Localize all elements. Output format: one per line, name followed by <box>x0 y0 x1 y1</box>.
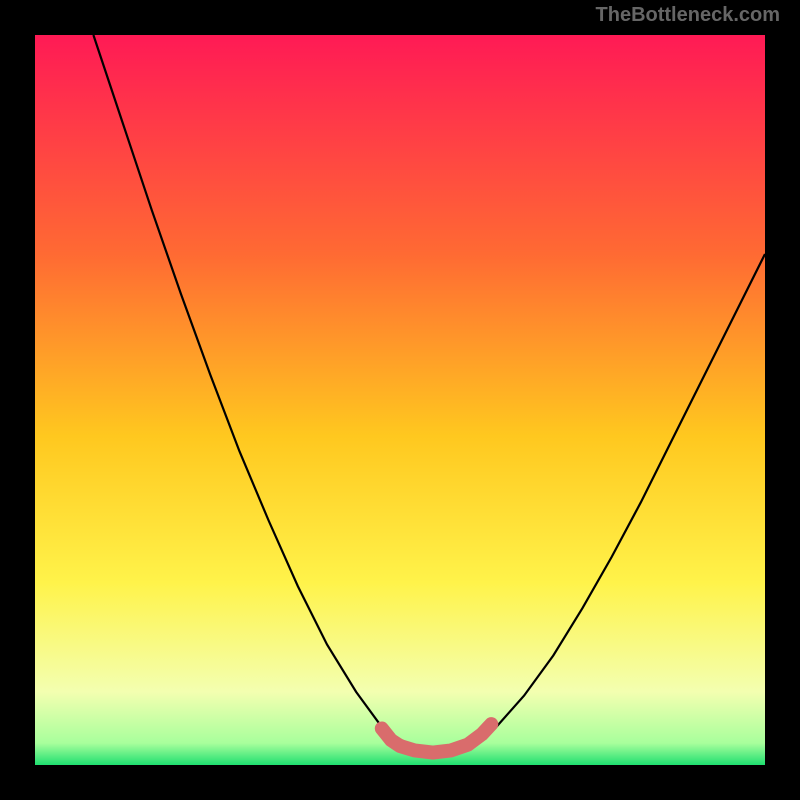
chart-container: TheBottleneck.com <box>0 0 800 800</box>
highlight-dot <box>467 736 479 748</box>
curve-overlay <box>0 0 800 800</box>
highlight-dot <box>482 721 494 733</box>
highlight-dot <box>378 724 390 736</box>
highlight-dot <box>411 744 423 756</box>
highlight-dot <box>394 739 406 751</box>
highlight-dot <box>429 747 441 759</box>
watermark-text: TheBottleneck.com <box>596 4 780 27</box>
highlight-dot <box>449 743 461 755</box>
bottleneck-curve <box>93 35 765 753</box>
